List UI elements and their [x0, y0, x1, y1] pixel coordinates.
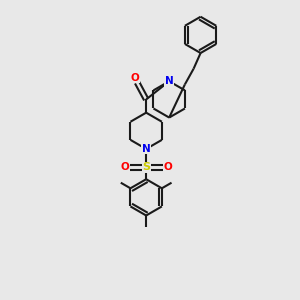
- Text: N: N: [165, 76, 174, 86]
- Text: O: O: [120, 162, 129, 172]
- Text: O: O: [131, 73, 140, 83]
- Text: S: S: [142, 162, 150, 172]
- Text: O: O: [163, 162, 172, 172]
- Text: N: N: [142, 144, 151, 154]
